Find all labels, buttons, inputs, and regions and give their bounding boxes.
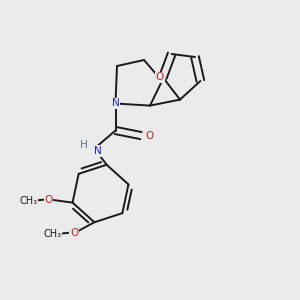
Text: H: H: [80, 140, 88, 151]
Text: O: O: [70, 228, 78, 238]
Text: O: O: [156, 72, 164, 82]
Text: O: O: [44, 195, 53, 205]
Text: O: O: [145, 130, 154, 141]
Text: N: N: [112, 98, 119, 109]
Text: N: N: [94, 146, 101, 156]
Text: CH₃: CH₃: [43, 229, 62, 239]
Text: CH₃: CH₃: [19, 196, 37, 206]
